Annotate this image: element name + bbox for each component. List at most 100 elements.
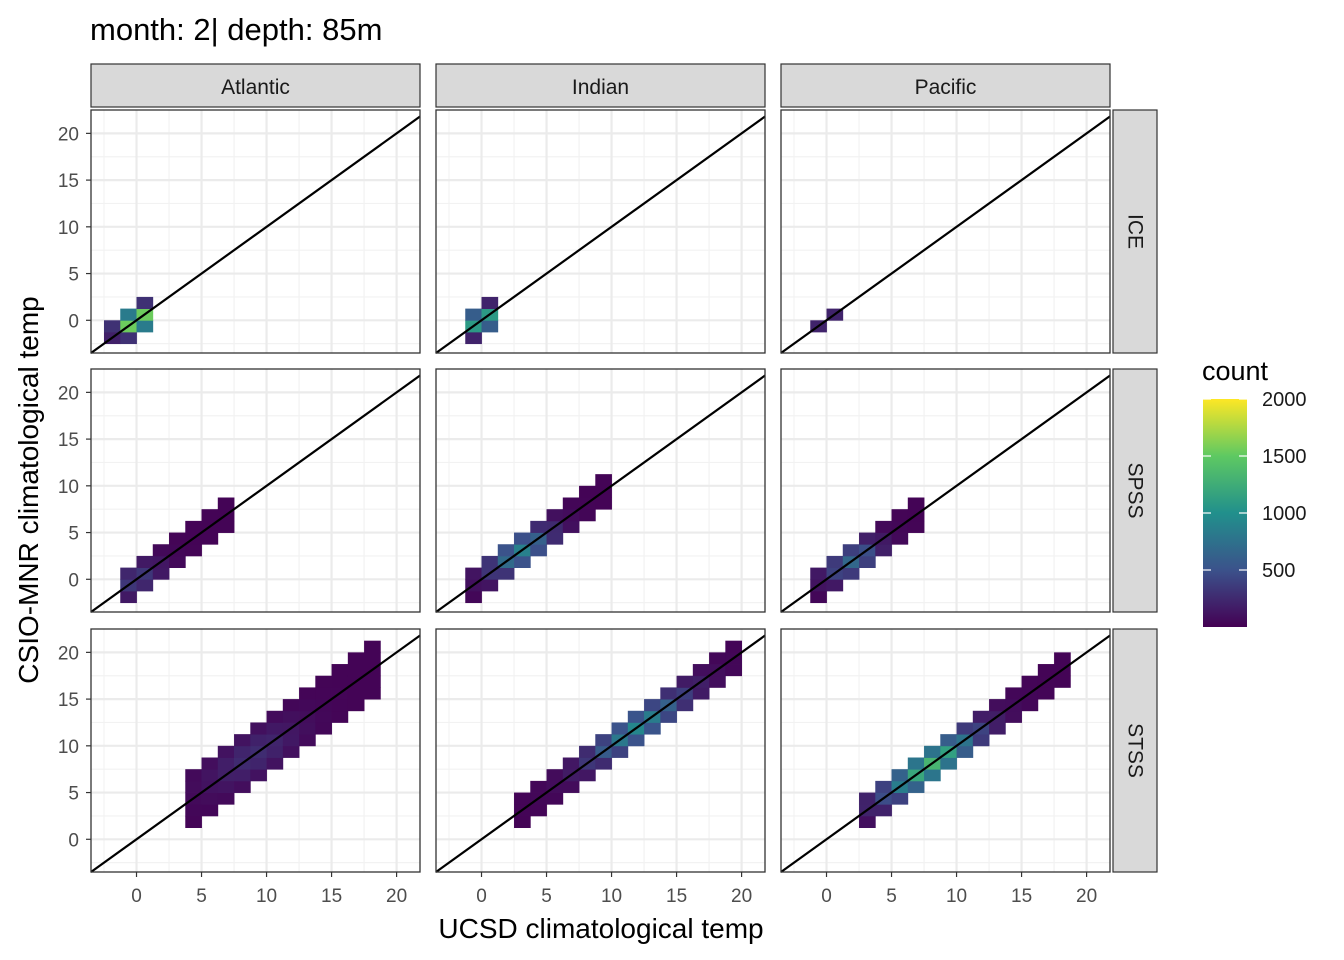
heatmap-tile <box>875 780 892 793</box>
heatmap-tile <box>725 664 742 677</box>
heatmap-tile <box>185 815 202 829</box>
heatmap-tile <box>465 308 482 321</box>
panel-border <box>780 109 1111 354</box>
heatmap-tile <box>1037 664 1055 677</box>
y-tick-label: 0 <box>68 830 79 851</box>
heatmap-tile <box>299 734 316 747</box>
heatmap-tile <box>315 722 332 735</box>
heatmap-tile <box>481 296 499 310</box>
facet-panel: 0 5 10 15 20 <box>435 628 766 907</box>
heatmap-tile <box>579 509 596 522</box>
facet-panel: 0 5 10 15 20 <box>780 628 1111 907</box>
heatmap-tile <box>891 792 909 805</box>
heatmap-tile <box>1021 699 1039 712</box>
heatmap-tile <box>725 640 742 653</box>
heatmap-tile <box>465 590 482 604</box>
heatmap-tile <box>266 722 284 735</box>
x-tick-label: 10 <box>601 886 622 907</box>
facet-strip-row <box>1112 628 1158 873</box>
heatmap-tile <box>595 497 612 510</box>
heatmap-tile <box>810 590 827 604</box>
y-tick-label: 5 <box>68 524 79 545</box>
heatmap-tile <box>185 780 202 793</box>
heatmap-tile <box>875 544 892 557</box>
heatmap-tile <box>217 520 235 533</box>
x-tick-label: 5 <box>541 886 552 907</box>
heatmap-tile <box>530 804 547 817</box>
y-tick-label: 20 <box>58 643 79 664</box>
heatmap-tile <box>152 544 170 557</box>
heatmap-tile <box>299 722 316 735</box>
x-tick-label: 0 <box>476 886 487 907</box>
heatmap-tile <box>1005 710 1022 723</box>
heatmap-tile <box>692 664 710 677</box>
heatmap-tile <box>989 699 1006 712</box>
heatmap-tile <box>364 675 381 688</box>
heatmap-tile <box>120 308 137 321</box>
heatmap-tile <box>136 555 154 569</box>
facet-panels: Atlantic Indian Pacific ICE SPSS STSS 0 5 10 15 20… <box>58 63 1158 907</box>
panel-border <box>90 628 421 873</box>
y-tick-label: 15 <box>58 430 79 451</box>
identity-line <box>435 634 766 873</box>
facet-strip-column <box>780 63 1111 108</box>
y-tick-label: 20 <box>58 124 79 145</box>
heatmap-tile <box>136 296 154 310</box>
heatmap-tile <box>282 699 300 712</box>
y-tick-label: 15 <box>58 690 79 711</box>
identity-line <box>780 634 1111 873</box>
panel-border <box>90 109 421 354</box>
facet-panel: 0 5 10 15 20 <box>58 368 421 613</box>
heatmap-tile <box>217 780 235 793</box>
x-tick-label: 5 <box>196 886 207 907</box>
heatmap-tile <box>282 745 300 758</box>
x-tick-label: 15 <box>666 886 687 907</box>
heatmap-tile <box>660 710 677 723</box>
heatmap-tile <box>924 769 941 782</box>
heatmap-tile <box>1021 675 1039 688</box>
heatmap-tile <box>481 579 499 592</box>
facet-strip-row <box>1112 368 1158 613</box>
heatmap-tile <box>859 792 876 805</box>
heatmap-tile <box>497 567 515 580</box>
heatmap-tile <box>136 320 154 333</box>
heatmap-tile <box>250 757 267 770</box>
heatmap-tile <box>676 675 694 688</box>
heatmap-tile <box>810 567 827 580</box>
heatmap-tile <box>826 579 844 592</box>
facet-strip-row-label: STSS <box>1124 723 1147 778</box>
facet-panel <box>435 109 766 354</box>
heatmap-tile <box>972 710 990 723</box>
heatmap-tile <box>217 497 235 510</box>
heatmap-tile <box>514 815 531 829</box>
heatmap-tile <box>120 590 137 604</box>
heatmap-tile <box>579 485 596 498</box>
heatmap-tile <box>692 687 710 700</box>
heatmap-tile <box>201 769 219 782</box>
heatmap-tile <box>562 520 580 533</box>
heatmap-tile <box>1054 652 1071 665</box>
identity-line <box>435 115 766 354</box>
heatmap-tile <box>347 652 365 665</box>
heatmap-tile <box>989 722 1006 735</box>
panel-border <box>780 368 1111 613</box>
heatmap-tile <box>331 710 349 723</box>
heatmap-tile <box>972 734 990 747</box>
heatmap-tile <box>481 320 499 333</box>
identity-line <box>90 115 421 354</box>
heatmap-tile <box>842 567 860 580</box>
heatmap-tile <box>562 780 580 793</box>
heatmap-tile <box>859 532 876 545</box>
facet-strip-column-label: Atlantic <box>221 76 290 99</box>
x-tick-label: 20 <box>1076 886 1097 907</box>
y-axis-label: CSIO-MNR climatological temp <box>13 296 44 683</box>
heatmap-tile <box>907 497 925 510</box>
legend-tick-label: 500 <box>1262 560 1295 582</box>
heatmap-tile <box>136 579 154 592</box>
heatmap-tile <box>709 652 726 665</box>
heatmap-tile <box>250 769 267 782</box>
y-tick-label: 0 <box>68 570 79 591</box>
panel-border <box>435 628 766 873</box>
heatmap-tile <box>826 555 844 569</box>
x-tick-label: 5 <box>886 886 897 907</box>
